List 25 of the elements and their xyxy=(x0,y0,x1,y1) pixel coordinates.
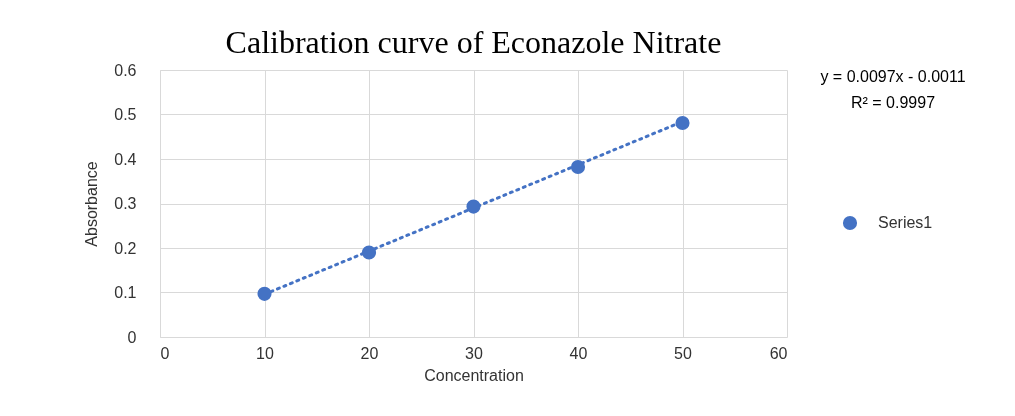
point xyxy=(361,245,377,260)
x-tick-label: 30 xyxy=(465,344,483,362)
y-tick-label: 0.6 xyxy=(114,61,137,79)
point xyxy=(675,115,690,131)
x-tick-label: 40 xyxy=(569,344,588,362)
point xyxy=(466,199,481,214)
y-tick-label: 0 xyxy=(127,328,137,346)
x-axis-title: Concentration xyxy=(424,366,524,384)
text: R² = 0.9997 xyxy=(849,94,937,112)
x-tick-label: 10 xyxy=(256,344,274,362)
y-tick-label: 0.4 xyxy=(114,150,137,168)
text: y = 0.0097x - 0.0011 xyxy=(819,68,967,86)
y-tick-label: 0.2 xyxy=(114,239,137,257)
x-tick-label: 50 xyxy=(674,344,692,362)
x-tick-label: 0 xyxy=(160,344,170,362)
point xyxy=(570,159,586,175)
x-tick-label: 20 xyxy=(360,344,379,362)
y-tick-label: 0.1 xyxy=(114,284,137,301)
y-axis-title: Absorbance xyxy=(83,161,101,247)
chart-title: Calibration curve of Econazole Nitrate xyxy=(225,24,722,60)
y-tick-label: 0.5 xyxy=(114,106,137,123)
legend-label: Series1 xyxy=(878,214,933,231)
x-tick-label: 60 xyxy=(769,344,788,362)
y-tick-label: 0.3 xyxy=(114,195,137,212)
point xyxy=(257,286,272,301)
